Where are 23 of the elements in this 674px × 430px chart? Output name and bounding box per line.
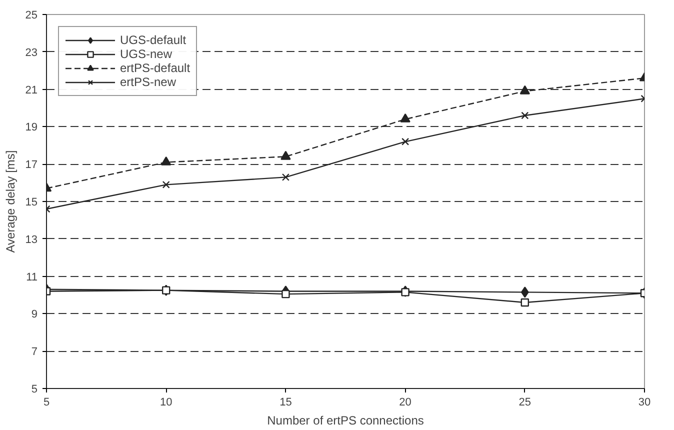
y-axis-title: Average delay [ms]: [3, 150, 18, 253]
y-tick-label: 9: [31, 308, 38, 321]
y-tick-label: 21: [25, 84, 38, 96]
x-tick-label: 5: [43, 396, 50, 408]
legend-label: ertPS-default: [120, 61, 190, 75]
y-tick-label: 17: [25, 159, 38, 172]
y-tick-label: 23: [25, 46, 38, 59]
x-tick-label: 10: [160, 396, 172, 408]
y-tick-label: 13: [25, 234, 38, 246]
x-tick-label: 30: [638, 396, 651, 408]
legend-label: UGS-new: [120, 47, 172, 61]
x-tick-label: 25: [518, 396, 532, 408]
y-tick-label: 15: [25, 196, 38, 208]
y-tick-label: 7: [31, 346, 38, 358]
legend-label: ertPS-new: [120, 75, 176, 89]
y-tick-label: 5: [31, 384, 38, 396]
x-tick-label: 20: [399, 396, 412, 408]
x-tick-label: 15: [280, 396, 292, 408]
y-tick-label: 19: [25, 122, 38, 134]
y-tick-label: 25: [25, 10, 38, 22]
y-tick-label: 11: [26, 271, 38, 284]
legend-label: UGS-default: [120, 33, 186, 47]
x-axis-title: Number of ertPS connections: [267, 414, 424, 428]
